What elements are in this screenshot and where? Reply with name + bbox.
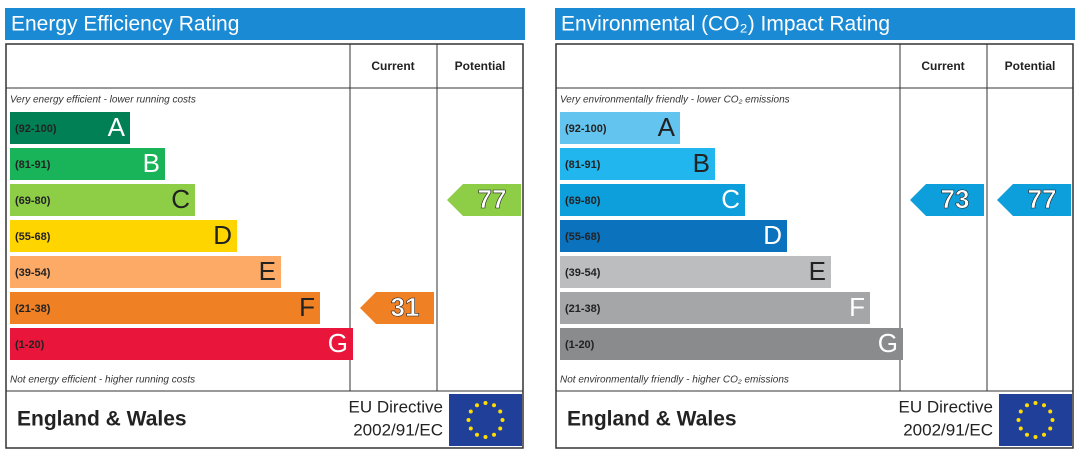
eu-star: [466, 418, 471, 422]
eu-star: [1018, 426, 1023, 431]
band-range: (81-91): [565, 159, 601, 171]
panel-title: Energy Efficiency Rating: [11, 13, 239, 36]
band-range: (69-80): [565, 195, 601, 207]
region: England & Wales: [17, 408, 187, 431]
top-note: Very environmentally friendly - lower CO…: [560, 95, 790, 106]
band-range: (92-100): [565, 123, 607, 135]
bottom-note: Not energy efficient - higher running co…: [10, 375, 195, 386]
band-letter: C: [171, 184, 190, 214]
band-bar: [560, 220, 787, 252]
band-letter: C: [721, 184, 740, 214]
band-range: (39-54): [15, 267, 51, 279]
band-letter: E: [809, 256, 826, 286]
band-letter: D: [763, 220, 782, 250]
band-bar: [560, 148, 715, 180]
band-bar: [10, 220, 237, 252]
eu-star: [1016, 418, 1021, 422]
rating-value: 77: [1028, 184, 1057, 214]
eu-star: [1025, 403, 1029, 408]
eu-star: [1033, 435, 1038, 439]
band-letter: B: [693, 148, 710, 178]
band-range: (1-20): [565, 339, 595, 351]
rating-value: 31: [391, 292, 420, 322]
band-bar: [560, 328, 903, 360]
rating-arrow: [447, 184, 521, 216]
eu-star: [492, 432, 496, 437]
eu-star: [1042, 403, 1046, 408]
rating-arrow: [360, 292, 434, 324]
eu-star: [1048, 409, 1053, 414]
eu-star: [475, 403, 479, 408]
band-letter: G: [328, 328, 348, 358]
title-bar: [5, 8, 525, 40]
band-letter: F: [849, 292, 865, 322]
eu-star: [468, 426, 473, 431]
panel-title: Environmental (CO₂) Impact Rating: [561, 13, 890, 36]
band-bar: [10, 112, 130, 144]
epc-panel: Energy Efficiency Rating Current Potential…: [5, 8, 525, 449]
rating-value: 77: [478, 184, 507, 214]
column-header: Potential: [1005, 59, 1056, 73]
eu-star: [1042, 432, 1046, 437]
top-note: Very energy efficient - lower running co…: [10, 95, 196, 106]
band-letter: D: [213, 220, 232, 250]
band-range: (92-100): [15, 123, 57, 135]
epc-panel: Environmental (CO₂) Impact Rating Current…: [555, 8, 1075, 449]
eu-star: [475, 432, 479, 437]
column-header: Potential: [455, 59, 506, 73]
eu-star: [1033, 401, 1038, 405]
directive-number: 2002/91/EC: [353, 420, 443, 439]
band-bar: [560, 292, 870, 324]
rating-arrow: [997, 184, 1071, 216]
band-range: (55-68): [15, 231, 51, 243]
band-range: (1-20): [15, 339, 45, 351]
eu-star: [468, 409, 473, 414]
bottom-note: Not environmentally friendly - higher CO…: [560, 375, 789, 386]
eu-star: [498, 426, 503, 431]
band-range: (39-54): [565, 267, 601, 279]
band-bar: [10, 184, 195, 216]
band-range: (81-91): [15, 159, 51, 171]
band-letter: F: [299, 292, 315, 322]
eu-star: [483, 401, 488, 405]
band-range: (55-68): [565, 231, 601, 243]
eu-star: [492, 403, 496, 408]
frame: [555, 43, 1074, 449]
band-letter: A: [108, 112, 126, 142]
column-header: Current: [921, 59, 964, 73]
rating-arrow: [910, 184, 984, 216]
title-bar: [555, 8, 1075, 40]
eu-star: [500, 418, 505, 422]
eu-star: [1018, 409, 1023, 414]
band-range: (21-38): [565, 303, 601, 315]
eu-star: [1050, 418, 1055, 422]
column-header: Current: [371, 59, 414, 73]
band-letter: A: [658, 112, 676, 142]
rating-value: 73: [941, 184, 970, 214]
band-range: (21-38): [15, 303, 51, 315]
region: England & Wales: [567, 408, 737, 431]
band-bar: [560, 112, 680, 144]
band-bar: [10, 292, 320, 324]
eu-star: [483, 435, 488, 439]
band-letter: E: [259, 256, 276, 286]
band-bar: [10, 256, 281, 288]
eu-star: [1048, 426, 1053, 431]
eu-star: [498, 409, 503, 414]
eu-star: [1025, 432, 1029, 437]
band-letter: B: [143, 148, 160, 178]
band-bar: [560, 184, 745, 216]
directive: EU Directive: [899, 397, 993, 416]
band-range: (69-80): [15, 195, 51, 207]
directive: EU Directive: [349, 397, 443, 416]
band-bar: [560, 256, 831, 288]
directive-number: 2002/91/EC: [903, 420, 993, 439]
frame: [5, 43, 524, 449]
band-bar: [10, 328, 353, 360]
band-bar: [10, 148, 165, 180]
band-letter: G: [878, 328, 898, 358]
